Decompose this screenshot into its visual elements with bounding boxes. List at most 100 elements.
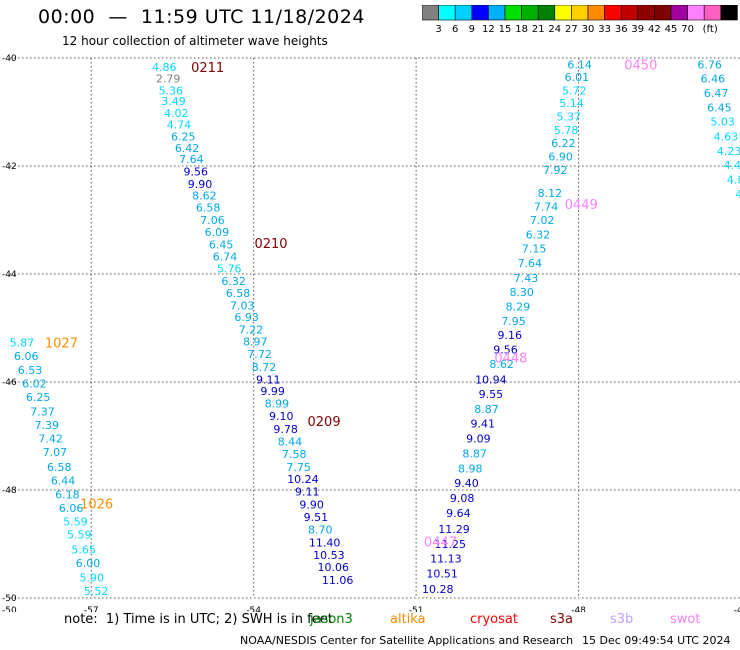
- wave-height-value: 7.74: [534, 201, 559, 214]
- pass-time-label: 0210: [254, 237, 287, 252]
- wave-height-value: 7.43: [514, 272, 539, 285]
- wave-height-value: 9.78: [273, 423, 298, 436]
- wave-height-value: 10.51: [426, 568, 458, 581]
- color-scale-label: 30: [582, 24, 595, 35]
- wave-height-value: 2.79: [156, 73, 181, 86]
- wave-height-value: 5.37: [557, 110, 582, 123]
- wave-height-value: 9.09: [466, 433, 491, 446]
- wave-height-value: 5.87: [10, 337, 35, 350]
- color-scale-label: 3: [435, 24, 441, 35]
- wave-height-value: 5.78: [554, 124, 579, 137]
- wave-height-value: 7.02: [530, 214, 555, 227]
- wave-height-value: 4.8: [727, 174, 740, 187]
- satellite-track: 5.876.066.536.026.257.377.397.427.076.58…: [10, 337, 114, 598]
- mission-legend-cryosat: cryosat: [470, 612, 518, 627]
- wave-height-value: 8.62: [489, 358, 514, 371]
- wave-height-value: 11.13: [430, 553, 462, 566]
- mission-legend-s3a: s3a: [550, 612, 574, 627]
- wave-height-value: 4: [735, 188, 740, 201]
- wave-height-value: 4.74: [167, 118, 192, 131]
- wave-height-value: 8.44: [278, 435, 303, 448]
- wave-height-value: 7.06: [200, 214, 225, 227]
- wave-height-value: 7.39: [35, 419, 60, 432]
- color-scale-label: 45: [665, 24, 678, 35]
- chart-subtitle: 12 hour collection of altimeter wave hei…: [62, 34, 328, 48]
- wave-height-value: 6.25: [171, 130, 196, 143]
- wave-height-value: 8.30: [509, 286, 534, 299]
- x-tick-label: -57: [84, 606, 99, 612]
- wave-height-value: 6.14: [567, 58, 592, 71]
- wave-height-value: 11.06: [322, 574, 354, 587]
- color-scale-bar: 3 6 9 12 15 18 21 24 27 30 33 36 39 42 45 70 (ft): [422, 5, 738, 35]
- wave-height-value: 6.02: [22, 378, 47, 391]
- pass-time-label: 0209: [308, 415, 341, 430]
- wave-height-value: 9.90: [299, 499, 324, 512]
- wave-height-value: 7.75: [286, 461, 311, 474]
- wave-height-value: 8.98: [458, 462, 483, 475]
- wave-height-value: 10.06: [318, 561, 350, 574]
- wave-height-value: 7.95: [501, 315, 526, 328]
- color-scale-label: 12: [482, 24, 495, 35]
- pass-time-label: 0211: [191, 61, 224, 76]
- wave-height-value: 9.90: [188, 178, 213, 191]
- note-text: note: 1) Time is in UTC; 2) SWH is in fe…: [64, 612, 333, 627]
- wave-height-value: 8.12: [538, 187, 563, 200]
- wave-height-value: 6.44: [51, 474, 76, 487]
- pass-time-label: 0448: [494, 352, 527, 367]
- wave-height-value: 6.47: [704, 87, 729, 100]
- wave-height-value: 9.56: [493, 344, 518, 357]
- wave-height-value: 4.63: [714, 130, 739, 143]
- satellite-track: 6.76 6.466.47 6.455.034.63 4.234.4 4.84: [697, 58, 740, 201]
- pass-time-label: 1027: [45, 337, 78, 352]
- y-tick-label: -50: [2, 606, 17, 612]
- x-tick-label: -51: [409, 606, 424, 612]
- pass-time-label: 0450: [624, 58, 657, 73]
- wave-height-value: 9.64: [446, 507, 471, 520]
- wave-height-value: 6.06: [59, 502, 84, 515]
- wave-height-value: 6.58: [196, 202, 221, 215]
- color-scale-label: 9: [469, 24, 475, 35]
- wave-height-value: 8.62: [192, 190, 217, 203]
- wave-height-value: 7.58: [282, 448, 307, 461]
- wave-height-value: 10.28: [422, 583, 454, 596]
- x-tick-label: -54: [246, 606, 261, 612]
- color-scale-label: 18: [515, 24, 528, 35]
- wave-height-value: 10.53: [313, 549, 345, 562]
- wave-height-value: 6.76: [697, 58, 722, 71]
- wave-height-value: 11.40: [309, 536, 341, 549]
- wave-height-value: 7.92: [543, 164, 568, 177]
- color-scale-label: 42: [648, 24, 661, 35]
- wave-height-value: 6.45: [209, 238, 234, 251]
- wave-height-value: 6.25: [26, 391, 51, 404]
- wave-height-value: 6.74: [213, 251, 238, 264]
- color-scale-label: 70: [681, 24, 694, 35]
- x-tick-label: -45: [734, 606, 740, 612]
- wave-height-value: 7.37: [30, 406, 55, 419]
- wave-height-value: 6.58: [47, 461, 72, 474]
- color-scale-label: 36: [615, 24, 628, 35]
- wave-height-value: 9.10: [269, 410, 294, 423]
- wave-height-value: 7.07: [43, 446, 68, 459]
- color-scale-label: 24: [548, 24, 561, 35]
- wave-height-value: 7.42: [38, 433, 63, 446]
- wave-height-value: 6.09: [205, 226, 230, 239]
- wave-height-value: 6.00: [76, 557, 101, 570]
- wave-height-value: 5.76: [217, 263, 242, 276]
- wave-height-value: 6.46: [701, 73, 726, 86]
- color-scale-label: 27: [565, 24, 578, 35]
- grid: [10, 57, 740, 599]
- color-scale-label: (ft): [703, 24, 718, 35]
- y-tick-label: -40: [2, 54, 17, 64]
- wave-height-value: 8.72: [252, 361, 277, 374]
- wave-height-value: 9.99: [260, 385, 285, 398]
- wave-height-value: 11.29: [438, 523, 470, 536]
- mission-legend-altika: altika: [390, 612, 426, 627]
- color-scale-label: 21: [532, 24, 545, 35]
- mission-legend: jason3 altika cryosat s3a s3b swot: [0, 612, 740, 630]
- footer-credit: NOAA/NESDIS Center for Satellite Applica…: [240, 634, 574, 647]
- pass-time-label: 0449: [565, 198, 598, 213]
- wave-height-value: 6.90: [548, 150, 573, 163]
- wave-height-value: 9.11: [295, 486, 320, 499]
- wave-height-value: 5.59: [67, 528, 92, 541]
- pass-time-label: 1026: [80, 498, 113, 513]
